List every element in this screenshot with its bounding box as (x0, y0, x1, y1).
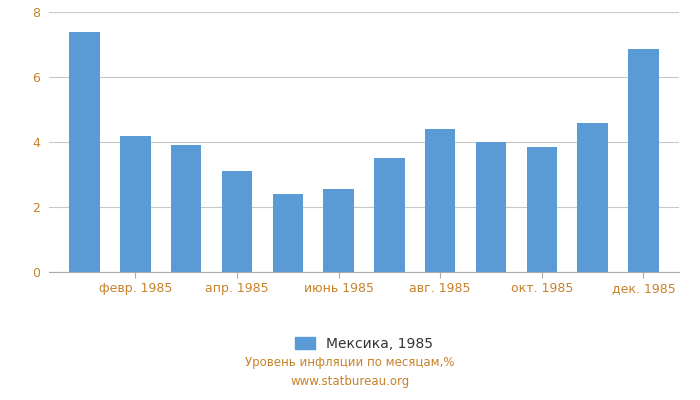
Bar (323, 189, 354, 272)
Bar (476, 142, 506, 272)
Bar (171, 145, 202, 272)
Bar (222, 171, 252, 272)
Bar (425, 129, 456, 272)
Text: Уровень инфляции по месяцам,%
www.statbureau.org: Уровень инфляции по месяцам,% www.statbu… (245, 356, 455, 388)
Bar (272, 194, 303, 272)
Bar (578, 122, 608, 272)
Bar (69, 32, 100, 272)
Bar (628, 49, 659, 272)
Legend: Мексика, 1985: Мексика, 1985 (289, 331, 439, 356)
Bar (120, 136, 150, 272)
Bar (374, 158, 405, 272)
Bar (526, 147, 557, 272)
